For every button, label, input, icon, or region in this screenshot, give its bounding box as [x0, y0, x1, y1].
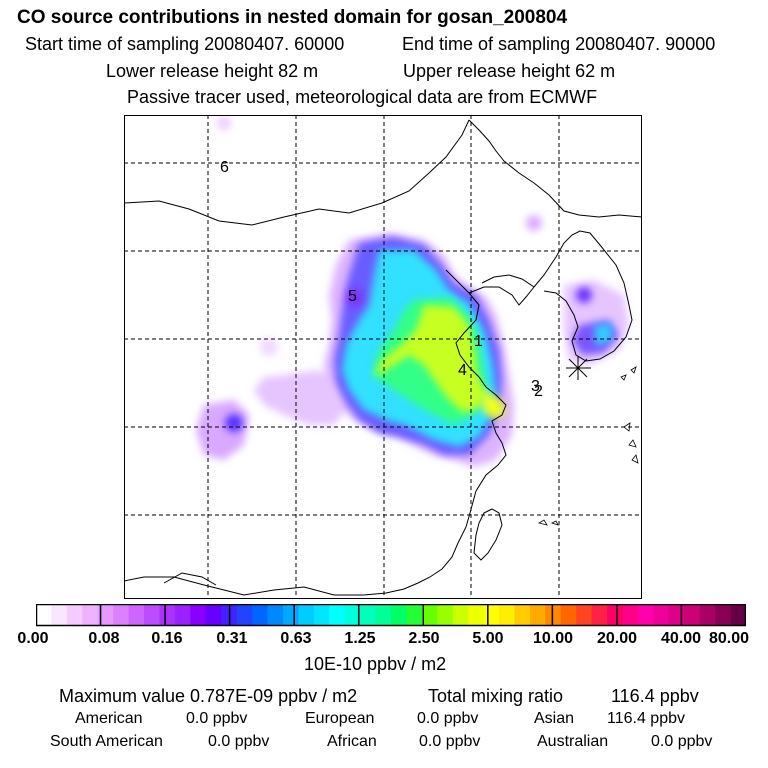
- colorbar-tick: 0.63: [280, 630, 312, 647]
- colorbar-cell: [375, 604, 392, 626]
- colorbar-cell: [190, 604, 207, 626]
- colorbar-tick: 10.00: [532, 630, 574, 647]
- colorbar-cell: [159, 604, 176, 626]
- colorbar-unit: 10E-10 ppbv / m2: [304, 654, 447, 674]
- colorbar-tick: 2.50: [408, 630, 440, 647]
- colorbar-cell: [668, 604, 685, 626]
- colorbar-cell: [252, 604, 269, 626]
- colorbar-cell: [468, 604, 485, 626]
- colorbar-cell: [560, 604, 577, 626]
- colorbar-cell: [591, 604, 608, 626]
- source-name: American: [75, 710, 143, 727]
- colorbar-cell: [360, 604, 377, 626]
- colorbar-cell: [391, 604, 408, 626]
- colorbar-cell: [406, 604, 423, 626]
- region-label: 2: [534, 383, 543, 400]
- colorbar-cell: [174, 604, 191, 626]
- colorbar-cell: [236, 604, 253, 626]
- map-frame: [124, 115, 642, 599]
- total-mixing-value: 116.4 ppbv: [611, 686, 699, 706]
- colorbar-tick: 0.16: [151, 630, 183, 647]
- colorbar-cell: [576, 604, 593, 626]
- upper-release-height: Upper release height 62 m: [403, 61, 616, 81]
- start-time: Start time of sampling 20080407. 60000: [25, 34, 345, 54]
- colorbar-cell: [607, 604, 624, 626]
- colorbar-cell: [282, 604, 299, 626]
- source-value: 0.0 ppbv: [186, 710, 248, 727]
- source-value: 0.0 ppbv: [208, 733, 270, 750]
- colorbar-cell: [622, 604, 639, 626]
- source-name: Asian: [534, 710, 575, 727]
- source-value: 116.4 ppbv: [607, 710, 685, 727]
- colorbar-cell: [499, 604, 516, 626]
- islands: [537, 366, 639, 526]
- region-label: 4: [458, 362, 467, 379]
- colorbar-cell: [437, 604, 454, 626]
- colorbar-cell: [545, 604, 562, 626]
- colorbar-tick: 1.25: [344, 630, 376, 647]
- graticule: [124, 115, 642, 599]
- colorbar-tick: 0.08: [88, 630, 120, 647]
- receptor-star-icon: [566, 356, 591, 380]
- region-label: 5: [348, 288, 357, 305]
- colorbar-cell: [529, 604, 546, 626]
- footprint-map: 1 2 3 4 5 6: [124, 115, 642, 599]
- colorbar-cell: [313, 604, 330, 626]
- total-mixing-label: Total mixing ratio: [428, 686, 564, 706]
- colorbar-cell: [144, 604, 161, 626]
- colorbar-cell: [205, 604, 222, 626]
- source-name: European: [305, 710, 375, 727]
- source-value: 0.0 ppbv: [651, 733, 713, 750]
- colorbar-cell: [344, 604, 361, 626]
- colorbar-tick: 40.00: [660, 630, 702, 647]
- colorbar-frame: [36, 604, 746, 627]
- colorbar-tick: 80.00: [708, 630, 750, 647]
- colorbar-cells: [36, 604, 746, 626]
- concentration-field: [196, 116, 629, 467]
- colorbar-cell: [514, 604, 531, 626]
- colorbar-cell: [715, 604, 732, 626]
- colorbar-cell: [730, 604, 746, 626]
- region-label: 1: [474, 333, 483, 350]
- region-labels: 1 2 3 4 5 6: [220, 159, 543, 400]
- max-value: Maximum value 0.787E-09 ppbv / m2: [59, 686, 358, 706]
- plume-high: [374, 305, 506, 420]
- colorbar-cell: [684, 604, 701, 626]
- colorbar-cell: [421, 604, 438, 626]
- coastlines: [124, 119, 642, 596]
- colorbar-cell: [97, 604, 114, 626]
- colorbar-cell: [452, 604, 469, 626]
- colorbar-cell: [298, 604, 315, 626]
- colorbar-cell: [82, 604, 99, 626]
- colorbar-tick: 0.31: [216, 630, 248, 647]
- colorbar-cell: [66, 604, 83, 626]
- lower-release-height: Lower release height 82 m: [106, 61, 319, 81]
- map-title: CO source contributions in nested domain…: [17, 7, 568, 28]
- colorbar-cell: [128, 604, 145, 626]
- source-value: 0.0 ppbv: [417, 710, 479, 727]
- colorbar-tick: 5.00: [472, 630, 504, 647]
- source-name: South American: [50, 733, 163, 750]
- source-name: Australian: [537, 733, 609, 750]
- colorbar-dividers: [99, 604, 683, 626]
- colorbar: [36, 604, 746, 627]
- colorbar-tick: 20.00: [596, 630, 638, 647]
- colorbar-tick: 0.00: [17, 630, 49, 647]
- colorbar-cell: [51, 604, 68, 626]
- colorbar-cell: [267, 604, 284, 626]
- source-name: African: [327, 733, 377, 750]
- end-time: End time of sampling 20080407. 90000: [402, 34, 716, 54]
- colorbar-cell: [637, 604, 654, 626]
- colorbar-cell: [113, 604, 130, 626]
- region-label: 3: [531, 378, 540, 395]
- colorbar-cell: [699, 604, 716, 626]
- colorbar-cell: [329, 604, 346, 626]
- region-label: 6: [220, 159, 229, 176]
- colorbar-cell: [653, 604, 670, 626]
- colorbar-cell: [36, 604, 53, 626]
- source-value: 0.0 ppbv: [419, 733, 481, 750]
- colorbar-cell: [483, 604, 500, 626]
- tracer-note: Passive tracer used, meteorological data…: [127, 87, 598, 107]
